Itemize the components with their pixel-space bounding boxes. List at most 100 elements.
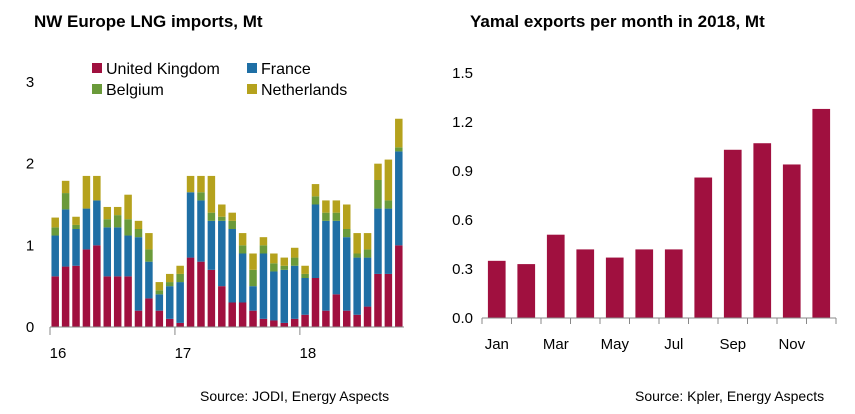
bar-jul [664,249,683,318]
bar-feb [517,264,536,318]
bar-nov [782,164,801,318]
bar-france-18 [238,253,247,303]
bar-netherlands-17 [228,212,236,221]
bar-united-kingdom-4 [93,245,101,327]
bar-united-kingdom-31 [374,273,382,327]
bar-united-kingdom-23 [290,318,299,327]
bar-united-kingdom-14 [197,261,205,327]
bar-united-kingdom-26 [322,310,330,327]
bar-united-kingdom-5 [103,276,112,327]
bar-france-14 [197,200,205,262]
bar-united-kingdom-27 [332,294,341,327]
bar-sep [723,149,742,318]
bar-united-kingdom-18 [238,302,247,327]
bar-france-1 [61,209,70,267]
bar-netherlands-24 [301,265,309,274]
bar-france-28 [342,237,351,311]
x-tick-label: May [601,336,630,353]
bar-netherlands-12 [176,265,184,274]
bar-netherlands-2 [72,216,80,225]
lng-imports-panel: NW Europe LNG imports, Mt 0 1 2 3 16 17 18 Unit… [26,12,404,404]
bar-belgium-12 [176,273,184,283]
bar-belgium-15 [207,212,216,221]
bar-mar [546,234,565,318]
bar-france-22 [280,269,289,323]
bar-jun [635,249,654,318]
bar-belgium-11 [165,282,174,287]
x-tick-label: Sep [719,336,746,353]
bar-france-4 [93,200,101,246]
bar-united-kingdom-25 [311,278,320,327]
x-tick-label: Jan [485,336,509,353]
legend-swatch [247,84,257,94]
bar-france-30 [363,257,372,307]
bar-belgium-2 [72,224,80,229]
bar-france-11 [165,286,174,319]
bar-netherlands-26 [322,200,330,213]
legend-swatch [92,63,102,73]
bar-france-8 [134,237,143,311]
bar-france-33 [395,151,403,246]
bar-netherlands-6 [113,206,122,216]
bar-france-9 [145,261,153,299]
bar-france-10 [155,294,164,311]
x-tick-label: Mar [543,336,569,353]
bar-united-kingdom-20 [259,318,268,327]
legend-swatch [247,63,257,73]
bar-belgium-29 [353,253,361,258]
bar-netherlands-32 [384,159,393,201]
bar-france-0 [51,235,59,277]
bar-netherlands-9 [145,233,153,250]
bar-belgium-25 [311,196,320,205]
bar-belgium-33 [395,147,403,152]
bar-netherlands-1 [61,180,70,194]
bar-united-kingdom-29 [353,314,361,327]
bar-united-kingdom-3 [82,249,91,327]
bar-belgium-21 [270,263,278,272]
bar-united-kingdom-22 [280,322,289,327]
x-tick-label: Jul [664,336,683,353]
legend-label: United Kingdom [106,61,220,78]
lng-imports-source: Source: JODI, Energy Aspects [200,388,390,404]
bar-belgium-16 [218,216,226,221]
yamal-exports-source: Source: Kpler, Energy Aspects [635,388,825,404]
bar-netherlands-0 [51,217,59,228]
y-tick-label: 1.5 [452,65,473,82]
bar-netherlands-5 [103,206,112,220]
x-tick-label: 18 [300,345,317,362]
bar-france-17 [228,229,236,303]
bar-may [605,257,624,318]
bar-united-kingdom-8 [134,310,143,327]
y-tick-label: 0.3 [452,261,473,278]
bar-netherlands-31 [374,163,382,180]
bar-belgium-5 [103,219,112,228]
bar-apr [576,249,595,318]
bar-netherlands-16 [218,204,226,217]
bar-netherlands-19 [249,253,257,270]
bar-france-32 [384,208,393,274]
bar-united-kingdom-33 [395,245,403,327]
bar-netherlands-23 [290,247,299,258]
bar-united-kingdom-16 [218,286,226,327]
bar-netherlands-3 [82,175,91,209]
bar-jan [487,260,506,318]
bar-netherlands-20 [259,237,268,246]
bar-netherlands-29 [353,233,361,254]
bar-united-kingdom-13 [186,257,195,327]
bar-france-26 [322,220,330,311]
bar-france-13 [186,192,195,258]
bar-belgium-1 [61,193,70,210]
bar-france-20 [259,253,268,319]
bar-united-kingdom-19 [249,310,257,327]
legend-label: France [261,61,311,78]
bar-france-5 [103,227,112,277]
bar-belgium-22 [280,265,289,270]
lng-imports-chart-title: NW Europe LNG imports, Mt [34,12,263,31]
legend-label: Belgium [106,82,164,99]
yamal-exports-chart-title: Yamal exports per month in 2018, Mt [470,12,765,31]
bar-united-kingdom-10 [155,310,164,327]
bar-united-kingdom-1 [61,266,70,327]
bar-netherlands-15 [207,175,216,213]
bar-united-kingdom-11 [165,318,174,327]
bar-united-kingdom-2 [72,265,80,327]
